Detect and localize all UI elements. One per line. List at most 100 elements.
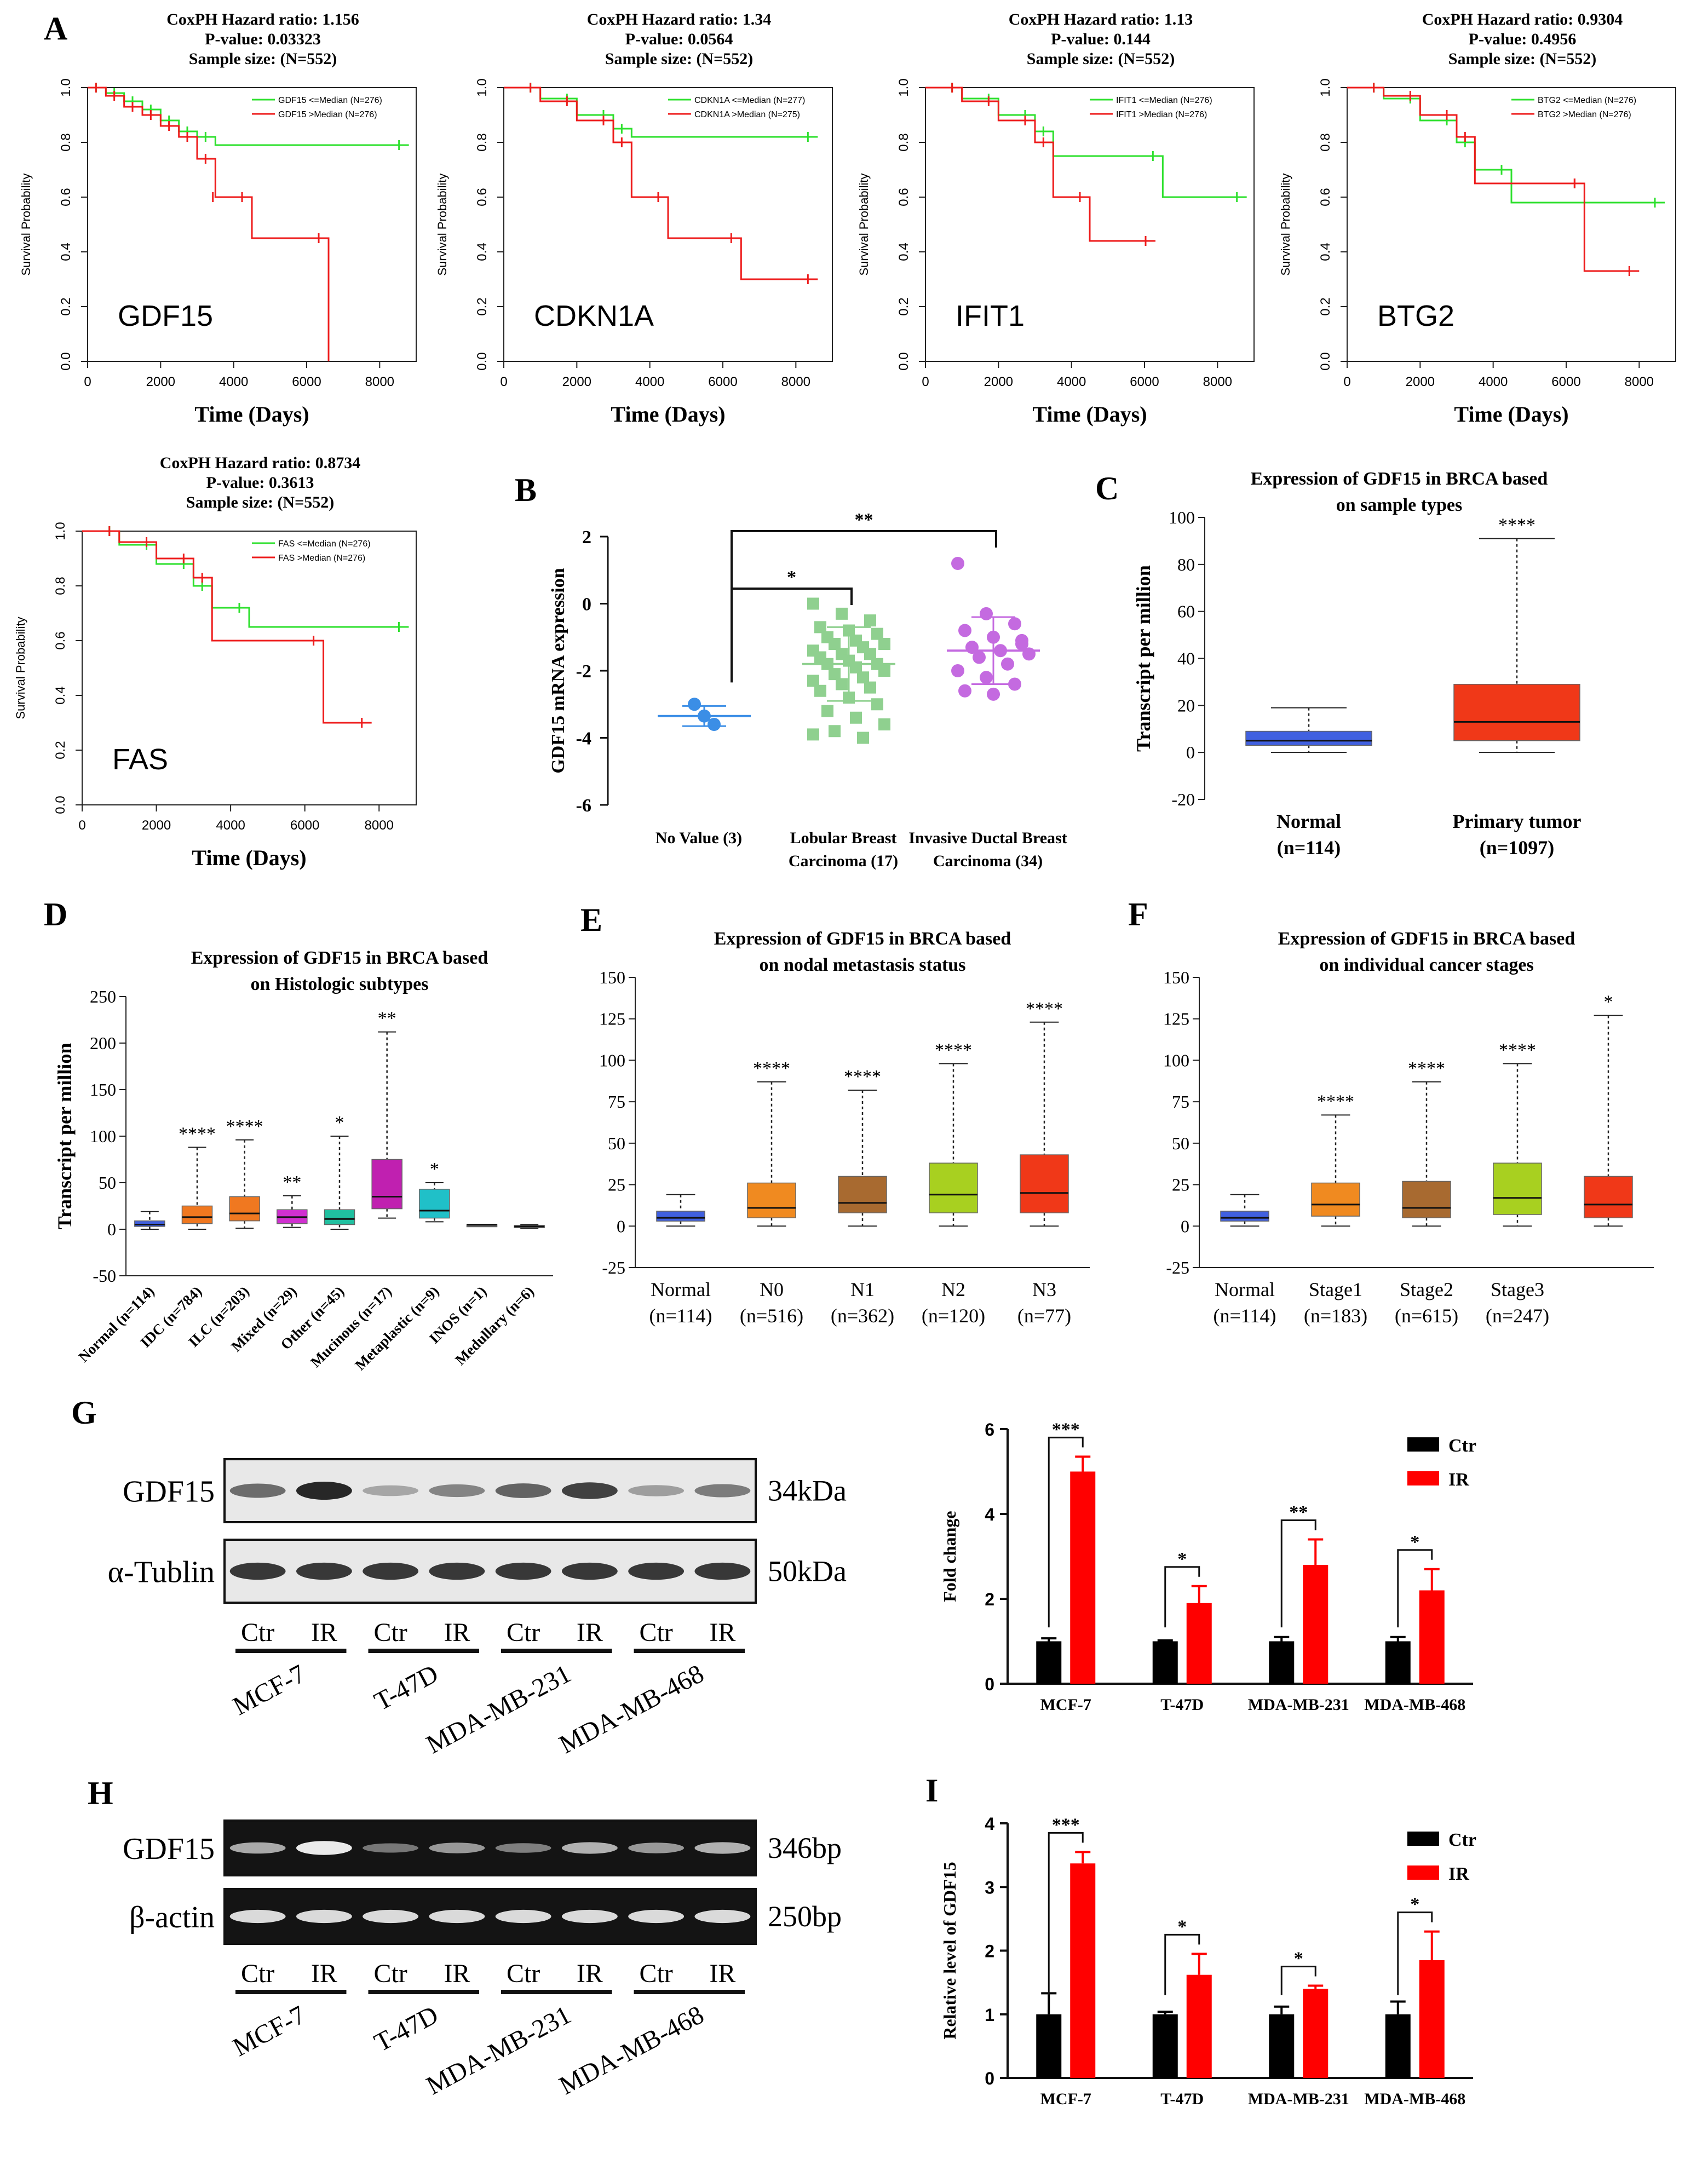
blot-row-label: GDF15: [123, 1832, 215, 1866]
category-label: (n=120): [922, 1305, 985, 1327]
x-tick-label: 6000: [708, 375, 737, 389]
x-axis-label: Time (Days): [611, 402, 725, 427]
km-plot-frame: [87, 87, 417, 362]
x-tick-label: 8000: [365, 375, 394, 389]
x-tick-label: 6000: [292, 375, 321, 389]
bar-ir: [1070, 1471, 1096, 1684]
km-plot-frame: [1347, 87, 1676, 362]
blot-band: [628, 1562, 685, 1580]
y-tick-label: 60: [1177, 602, 1195, 621]
lane-label: IR: [709, 1959, 735, 1988]
km-title-line: P-value: 0.144: [1051, 30, 1151, 48]
category-label: (n=362): [831, 1305, 894, 1327]
y-tick-label: 0.0: [1318, 352, 1333, 370]
panel-label: C: [1095, 470, 1119, 506]
lane-label: IR: [444, 1959, 470, 1988]
y-axis-label: Transcript per million: [1132, 565, 1154, 752]
y-tick-label: 0.4: [896, 243, 911, 261]
category-label: No Value (3): [655, 829, 742, 847]
significance-bracket: [731, 530, 997, 683]
y-tick-label: 0.6: [53, 631, 68, 649]
y-tick-label: -4: [576, 729, 591, 749]
significance-label: ****: [753, 1058, 790, 1079]
significance-bracket: [1280, 1965, 1316, 1995]
category-label: MDA-MB-468: [1364, 1696, 1465, 1714]
box-title-line: Expression of GDF15 in BRCA based: [191, 948, 488, 968]
x-tick-label: 0: [1343, 375, 1350, 389]
km-title-line: Sample size: (N=552): [1448, 50, 1596, 68]
category-label: (n=77): [1017, 1305, 1071, 1327]
significance-label: ****: [179, 1124, 216, 1144]
panel-label: B: [515, 472, 537, 508]
lane-label: Ctr: [241, 1959, 274, 1988]
significance-label: *: [1177, 1549, 1187, 1569]
lane-label: Ctr: [507, 1618, 540, 1647]
bar-ir: [1186, 1974, 1212, 2078]
box-title-line: Expression of GDF15 in BRCA based: [1251, 469, 1548, 489]
cell-line-label: MDA-MB-231: [422, 1659, 576, 1759]
gene-label: IFIT1: [956, 300, 1025, 332]
data-point: [1015, 634, 1028, 647]
significance-label: *: [1294, 1948, 1303, 1968]
box: [1311, 1182, 1360, 1217]
blot-size-label: 346bp: [768, 1832, 842, 1864]
category-label: (n=183): [1304, 1305, 1367, 1327]
lane-label: IR: [577, 1959, 603, 1988]
y-tick-label: 0.8: [896, 133, 911, 151]
y-tick-label: 0.0: [53, 796, 68, 814]
lane-label: Ctr: [241, 1618, 274, 1647]
x-tick-label: 0: [922, 375, 929, 389]
x-tick-label: 2000: [146, 375, 175, 389]
data-point: [987, 687, 1000, 701]
lane-label: Ctr: [507, 1959, 540, 1988]
data-point: [807, 675, 819, 687]
blot-band: [229, 1562, 286, 1580]
bar-ctr: [1269, 2014, 1295, 2078]
blot-band: [363, 1909, 419, 1924]
legend-entry: GDF15 <=Median (N=276): [278, 96, 382, 105]
data-point: [836, 678, 848, 690]
y-tick-label: 75: [1172, 1092, 1189, 1112]
blot-band: [628, 1909, 685, 1924]
y-tick-label: 0: [107, 1219, 116, 1239]
y-tick-label: 0: [1186, 742, 1195, 762]
lane-label: IR: [311, 1959, 337, 1988]
bar-ctr: [1385, 1641, 1411, 1684]
legend-entry: IR: [1448, 1470, 1469, 1490]
box: [1493, 1162, 1542, 1215]
y-tick-label: 1.0: [59, 78, 73, 96]
y-tick-label: 25: [1172, 1175, 1189, 1195]
blot-band: [628, 1842, 685, 1853]
box-title-line: on individual cancer stages: [1319, 955, 1533, 975]
category-label: Invasive Ductal Breast: [908, 829, 1067, 847]
km-plot-frame: [503, 87, 833, 362]
y-tick-label: 80: [1177, 555, 1195, 574]
significance-label: ****: [1026, 999, 1063, 1019]
y-tick-label: 2: [582, 527, 591, 548]
y-tick-label: 1: [985, 2005, 994, 2025]
significance-bracket: [1280, 1519, 1316, 1628]
category-label: (n=516): [740, 1305, 803, 1327]
cell-line-label: T-47D: [370, 2000, 443, 2058]
box: [656, 1211, 705, 1222]
category-label: Normal (n=114): [75, 1283, 157, 1365]
blot-band: [229, 1483, 286, 1498]
box: [324, 1209, 355, 1225]
significance-label: *: [1410, 1895, 1419, 1915]
y-axis-label: Survival Probability: [435, 173, 449, 275]
bar-ctr: [1152, 2014, 1178, 2078]
legend-entry: CDKN1A <=Median (N=277): [694, 96, 805, 105]
lane-label: IR: [709, 1618, 735, 1647]
legend-entry: FAS >Median (N=276): [278, 554, 365, 563]
category-label: (n=615): [1395, 1305, 1458, 1327]
box: [229, 1196, 260, 1222]
box: [1245, 730, 1372, 746]
legend-entry: BTG2 <=Median (N=276): [1538, 96, 1636, 105]
bar-ctr: [1385, 2014, 1411, 2078]
category-label: N0: [760, 1279, 784, 1300]
y-tick-label: -2: [576, 661, 591, 682]
category-label: Carcinoma (34): [933, 852, 1043, 870]
category-label: MDA-MB-231: [1248, 2090, 1349, 2108]
category-label: (n=247): [1486, 1305, 1549, 1327]
significance-label: ***: [1052, 1815, 1080, 1835]
